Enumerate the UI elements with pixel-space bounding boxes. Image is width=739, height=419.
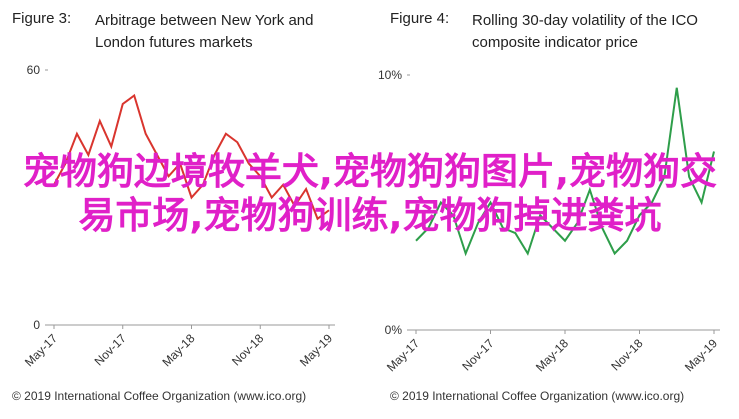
x-tick-label: Nov-18 — [608, 336, 645, 373]
x-tick-label: May-19 — [682, 336, 720, 374]
figure-label: Figure 3: — [12, 10, 72, 27]
series-line — [53, 93, 330, 221]
x-tick-label: May-17 — [22, 331, 60, 369]
y-tick-label: 0% — [385, 323, 403, 337]
y-tick-label: 60 — [27, 63, 41, 77]
x-tick-label: Nov-17 — [459, 336, 496, 373]
series-line — [415, 87, 715, 257]
y-tick-label: 0 — [33, 318, 40, 332]
chart-title: Rolling 30-day volatility of the ICO com… — [472, 12, 698, 51]
x-tick-label: Nov-17 — [92, 331, 129, 368]
x-tick-label: May-17 — [384, 336, 422, 374]
x-tick-label: May-18 — [159, 331, 197, 369]
overlay-text: 宠物狗边境牧羊犬,宠物狗狗图片,宠物狗交易市场,宠物狗训练,宠物狗掉进粪坑 — [22, 150, 718, 237]
source: © 2019 International Coffee Organization… — [390, 389, 685, 403]
chart-title: Arbitrage between New York and London fu… — [95, 12, 314, 51]
x-tick-label: May-19 — [297, 331, 335, 369]
source: © 2019 International Coffee Organization… — [12, 389, 307, 403]
y-tick-label: 10% — [378, 68, 402, 82]
x-tick-label: May-18 — [533, 336, 571, 374]
x-tick-label: Nov-18 — [229, 331, 266, 368]
figure-label: Figure 4: — [390, 10, 450, 27]
